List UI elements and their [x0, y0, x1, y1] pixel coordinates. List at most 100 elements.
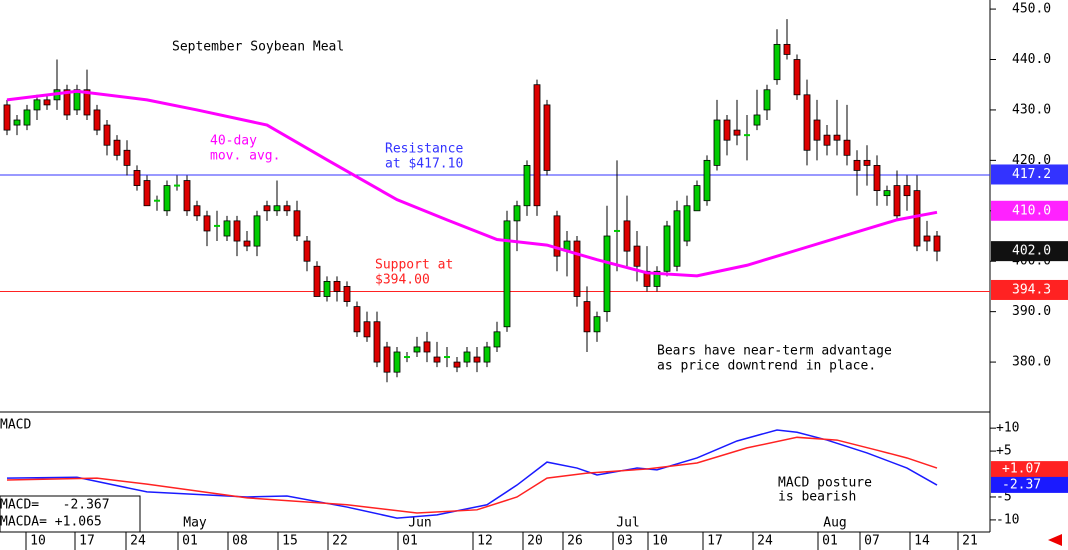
- candle-body: [183, 180, 191, 212]
- candle-body: [293, 210, 301, 237]
- candle-body: [343, 286, 351, 302]
- y-tick-label: -10: [996, 512, 1019, 527]
- x-tick-label: 14: [914, 534, 930, 549]
- x-tick-label: 20: [527, 534, 543, 549]
- candle-body: [923, 235, 931, 242]
- candle-body: [913, 190, 921, 247]
- candle-body: [773, 43, 781, 81]
- annotation: as price downtrend in place.: [657, 359, 876, 374]
- y-tick-label: +10: [996, 421, 1019, 436]
- candle-body: [73, 89, 81, 111]
- candle-body: [933, 235, 941, 252]
- y-tick-label: 380.0: [1012, 355, 1051, 370]
- x-tick-label: 17: [707, 534, 723, 549]
- annotation: Bears have near-term advantage: [657, 344, 892, 359]
- candle-body: [373, 321, 381, 363]
- value-label: -2.37: [1002, 477, 1041, 492]
- moving-average: [6, 89, 938, 278]
- y-tick-label: 450.0: [1012, 2, 1051, 17]
- candle-body: [413, 346, 421, 353]
- candle-body: [203, 215, 211, 232]
- candle-body: [663, 225, 671, 272]
- x-tick-label: 01: [182, 534, 198, 549]
- candle-body: [93, 109, 101, 131]
- x-tick-label: 07: [864, 534, 880, 549]
- candle-body: [333, 280, 341, 292]
- candle-body: [513, 205, 521, 222]
- ma-label: 40-day: [210, 134, 257, 149]
- value-label-box: [991, 461, 1068, 478]
- candle-body: [13, 119, 21, 126]
- candle-body: [503, 220, 511, 328]
- candle-body: [33, 99, 41, 111]
- candle-body: [753, 114, 761, 126]
- price-label: 402.0: [1012, 244, 1051, 259]
- candle-body: [223, 220, 231, 237]
- y-tick-label: 420.0: [1012, 153, 1051, 168]
- price-label: 410.0: [1012, 203, 1051, 218]
- candle-body: [233, 220, 241, 242]
- candle-body: [703, 159, 711, 202]
- x-tick-label: 12: [477, 534, 493, 549]
- scroll-arrow[interactable]: [1048, 534, 1062, 546]
- candle-body: [463, 351, 471, 363]
- month-label: Aug: [823, 516, 846, 531]
- candle-body: [423, 341, 431, 353]
- y-tick-label: -5: [996, 489, 1012, 504]
- candle-body: [823, 134, 831, 146]
- candle-body: [63, 89, 71, 116]
- annotation: Support at: [375, 258, 453, 273]
- candle-body: [633, 245, 641, 267]
- candle-body: [853, 159, 861, 171]
- x-tick-label: 24: [757, 534, 773, 549]
- price-label: 394.3: [1012, 282, 1051, 297]
- candle-body: [673, 210, 681, 267]
- candle-body: [573, 240, 581, 297]
- candle-body: [193, 205, 201, 217]
- candle-body: [533, 84, 541, 207]
- candle-body: [793, 59, 801, 96]
- x-tick-label: 03: [617, 534, 633, 549]
- candle-body: [733, 129, 741, 136]
- candle-body: [693, 185, 701, 212]
- candle-body: [453, 361, 461, 368]
- annotation: is bearish: [778, 490, 856, 505]
- macd-line: [6, 436, 938, 514]
- candle-body: [83, 89, 91, 116]
- candle-body: [523, 165, 531, 207]
- candle-body: [263, 205, 271, 212]
- x-tick-label: 01: [822, 534, 838, 549]
- x-tick-label: 22: [332, 534, 348, 549]
- annotation: Resistance: [385, 142, 463, 157]
- candle-body: [113, 139, 121, 156]
- x-tick-label: 26: [567, 534, 583, 549]
- candle-body: [803, 94, 811, 151]
- candle-body: [313, 265, 321, 297]
- candle-body: [593, 316, 601, 333]
- candle-body: [473, 356, 481, 363]
- candle-body: [713, 119, 721, 166]
- candle-body: [23, 109, 31, 126]
- price-label: 417.2: [1012, 167, 1051, 182]
- candle-body: [393, 351, 401, 373]
- candle-body: [483, 346, 491, 363]
- candle-body: [433, 356, 441, 363]
- month-label: Jul: [616, 516, 639, 531]
- readout: MACDA= +1.065: [0, 515, 102, 530]
- candle-body: [43, 99, 51, 106]
- x-tick-label: 10: [652, 534, 668, 549]
- x-tick-label: 15: [282, 534, 298, 549]
- candle-body: [273, 205, 281, 212]
- candle-body: [723, 119, 731, 141]
- x-tick-label: 21: [962, 534, 978, 549]
- candle-body: [353, 306, 361, 333]
- candle-body: [843, 139, 851, 156]
- candle-body: [163, 185, 171, 212]
- candle-body: [133, 170, 141, 186]
- candle-body: [653, 270, 661, 287]
- candle-body: [303, 240, 311, 262]
- candle-body: [893, 185, 901, 217]
- candle-body: [903, 185, 911, 197]
